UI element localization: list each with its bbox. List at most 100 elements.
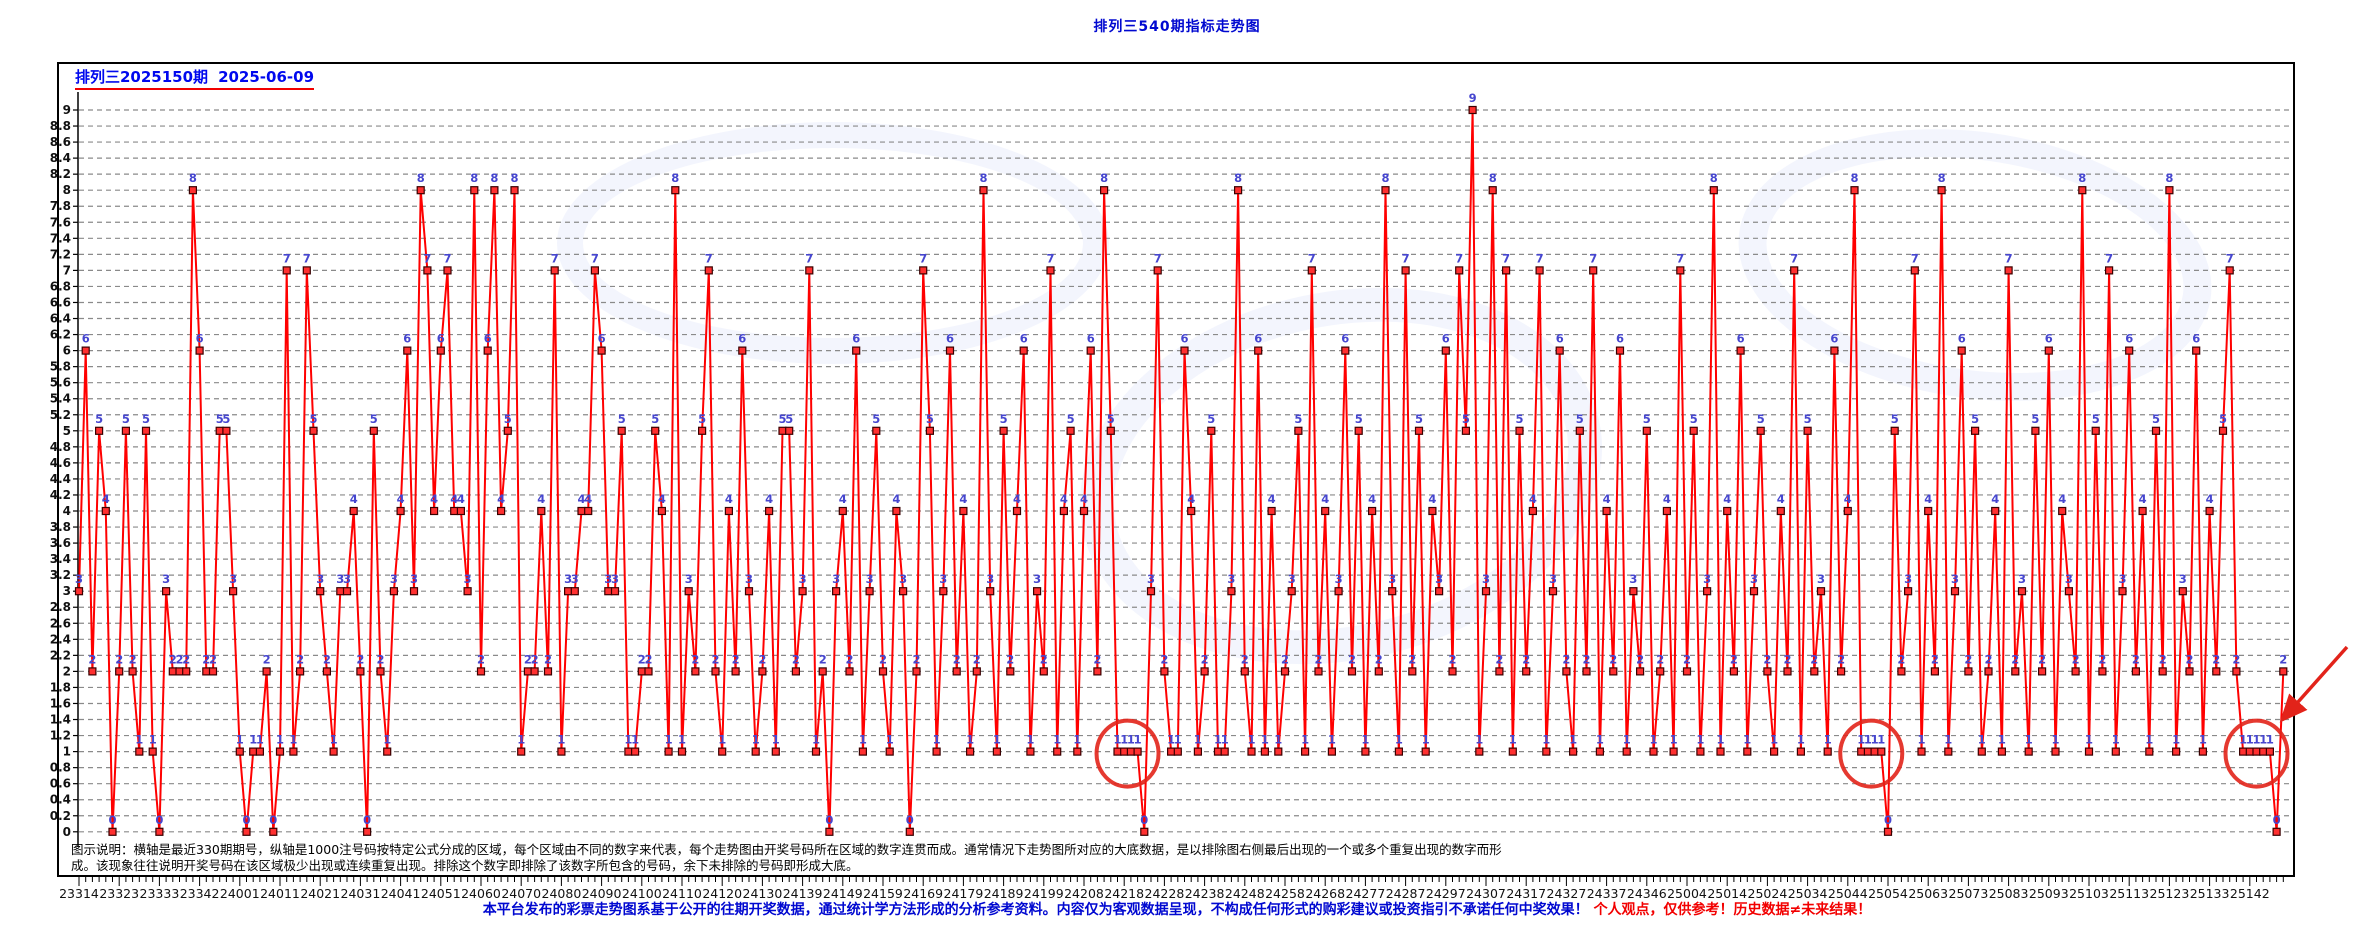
value-label: 1 [1113,733,1121,747]
value-label: 4 [765,492,773,506]
data-point [430,506,439,516]
y-axis-label: 4.2 [50,488,71,502]
data-point [296,667,305,676]
value-label: 1 [1422,733,1430,747]
value-label: 2 [202,652,210,666]
value-label: 2 [1562,652,1570,666]
data-point [979,186,988,195]
data-point [289,747,298,756]
y-axis-label: 5.4 [50,392,71,406]
value-label: 7 [1455,251,1463,265]
value-label: 0 [363,813,371,827]
data-point [1321,506,1330,516]
data-point [2272,827,2281,836]
data-point [1883,827,1893,836]
data-point [959,506,968,516]
x-axis-label: 24327 [1547,886,1587,901]
value-label: 4 [2206,492,2214,506]
data-point [530,667,539,676]
value-label: 1 [2259,733,2267,747]
data-point [1642,426,1651,435]
value-label: 5 [2219,412,2227,426]
data-point [1501,266,1511,275]
value-label: 2 [296,652,304,666]
value-label: 2 [1093,652,1101,666]
value-label: 2 [912,652,920,666]
data-point [409,587,419,596]
data-point [1575,426,1584,435]
data-point [952,667,961,676]
y-axis-label: 5 [63,424,71,438]
value-label: 7 [1154,251,1162,265]
value-label: 2 [845,652,853,666]
x-axis-label: 24041 [381,886,421,901]
x-axis-label: 24248 [1225,886,1265,901]
data-point [463,587,472,596]
pointer-arrow [2279,645,2349,723]
data-point [396,506,405,516]
y-axis-label: 5.8 [50,360,71,374]
data-point [2279,667,2288,676]
data-point [1689,426,1698,435]
y-axis-label: 7.2 [50,247,71,261]
value-label: 2 [973,652,981,666]
data-point [309,426,318,435]
value-label: 8 [1850,171,1858,185]
value-label: 1 [149,733,157,747]
value-label: 1 [2199,733,2207,747]
data-point [986,587,995,596]
data-point [2071,667,2080,676]
data-point [550,266,559,275]
data-point [450,506,459,516]
data-point [610,587,620,596]
data-point [1803,426,1812,435]
value-label: 1 [1174,733,1182,747]
value-label: 4 [1080,492,1088,506]
value-label: 2 [1241,652,1249,666]
y-axis-label: 4 [63,504,71,518]
x-axis-label: 23323 [99,886,139,901]
value-label: 2 [819,652,827,666]
value-label: 4 [2139,492,2147,506]
value-label: 6 [1830,332,1838,346]
data-point [2078,186,2087,195]
y-axis-label: 1.4 [50,713,71,727]
data-point [1408,667,1417,676]
x-axis-label: 25054 [1868,886,1908,901]
footer-disclaimer: 本平台发布的彩票走势图系基于公开的往期开奖数据，通过统计学方法形成的分析参考资料… [0,899,2354,919]
value-label: 1 [2051,733,2059,747]
x-axis-label: 24130 [743,886,783,901]
y-axis-label: 8.2 [50,167,71,181]
data-point [2192,346,2201,355]
data-point [2185,667,2194,676]
data-point [2212,667,2221,676]
value-label: 1 [718,733,726,747]
data-point [1079,506,1089,516]
data-point [2051,747,2060,756]
value-label: 5 [1462,412,1470,426]
data-point [1374,667,1383,676]
data-point [322,667,331,676]
value-label: 4 [1844,492,1852,506]
value-label: 3 [390,572,398,586]
value-label: 3 [75,572,83,586]
value-label: 7 [919,251,927,265]
value-label: 1 [752,733,760,747]
value-label: 3 [1750,572,1758,586]
y-axis-label: 1.6 [50,696,71,710]
data-point [155,827,164,836]
data-point [892,506,901,516]
data-point [1274,747,1283,756]
value-label: 0 [1140,813,1148,827]
value-label: 4 [450,492,458,506]
value-label: 1 [1824,733,1832,747]
data-point [1046,266,1055,275]
data-point [1662,506,1672,516]
value-label: 8 [1100,171,1108,185]
data-point [1816,587,1826,596]
data-point [697,426,707,435]
data-point [1890,426,1899,435]
value-label: 1 [966,733,974,747]
x-axis-label: 25044 [1828,886,1868,901]
data-point [1709,186,1718,195]
